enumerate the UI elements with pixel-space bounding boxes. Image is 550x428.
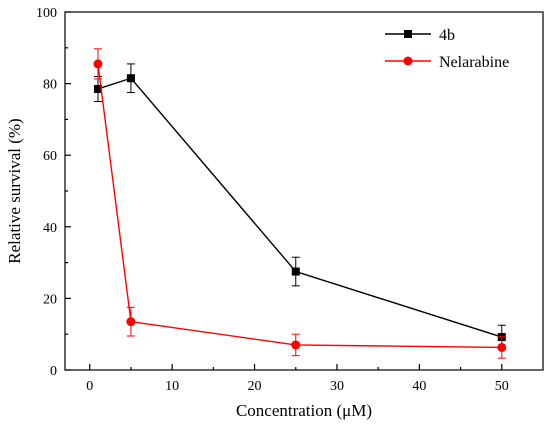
y-tick-label: 80 [43,78,57,93]
legend-label: 4b [439,27,455,44]
series-1 [93,48,507,359]
series-line [97,77,503,338]
series-0 [93,63,506,350]
data-point [291,267,300,276]
series-line [97,63,502,349]
data-point [93,59,103,69]
series-layer [93,48,507,359]
x-tick-label: 10 [165,379,179,394]
x-tick-label: 0 [86,379,93,394]
data-point [93,84,102,93]
y-tick-label: 20 [43,292,57,307]
y-axis-title: Relative survival (%) [5,118,24,263]
axes: 0 10 20 30 40 50 0 20 40 60 80 100 [36,6,544,394]
y-tick-label: 60 [43,149,57,164]
y-tick-label: 0 [50,364,57,379]
legend-item: Nelarabine [385,54,509,71]
data-point [497,342,507,352]
data-point [126,74,135,83]
x-tick-label: 40 [412,379,426,394]
data-point [126,317,136,327]
x-tick-label: 30 [330,379,344,394]
y-tick-label: 100 [36,6,57,21]
data-point [291,340,301,350]
x-tick-label: 20 [248,379,262,394]
y-tick-label: 40 [43,221,57,236]
legend: 4b Nelarabine [385,27,509,71]
x-axis-title: Concentration (μM) [236,401,372,420]
legend-item: 4b [385,27,455,44]
legend-marker [404,30,412,38]
legend-label: Nelarabine [439,54,509,71]
legend-marker [403,56,413,66]
x-tick-label: 50 [495,379,509,394]
